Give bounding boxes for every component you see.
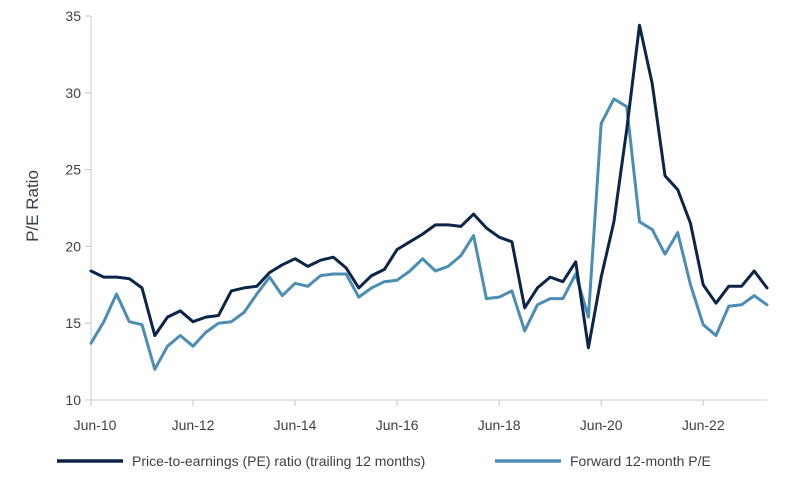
legend-label: Forward 12-month P/E [570,453,711,469]
series-line-trailing-pe [89,23,769,350]
x-tick-label: Jun-16 [376,417,419,433]
plot-series [89,23,769,371]
x-tick-label: Jun-22 [682,417,725,433]
x-tick-label: Jun-20 [580,417,623,433]
legend-label: Price-to-earnings (PE) ratio (trailing 1… [132,453,425,469]
y-tick-label: 30 [65,85,81,101]
x-tick-label: Jun-18 [478,417,521,433]
legend-item: Forward 12-month P/E [495,453,711,469]
y-tick-label: 10 [65,392,81,408]
y-tick-label: 35 [65,8,81,24]
y-axis-title: P/E Ratio [23,170,42,242]
x-axis: Jun-10 Jun-12 Jun-14 Jun-16 Jun-18 Jun-20 Jun-… [74,399,767,433]
x-tick-label: Jun-12 [172,417,215,433]
legend: Price-to-earnings (PE) ratio (trailing 1… [57,453,711,469]
y-tick-label: 15 [65,315,81,331]
y-axis: 10 15 20 25 30 35 [65,8,92,408]
y-tick-label: 25 [65,162,81,178]
legend-item: Price-to-earnings (PE) ratio (trailing 1… [57,453,425,469]
x-tick-label: Jun-14 [274,417,317,433]
series-line-forward-pe [89,97,769,371]
y-tick-label: 20 [65,238,81,254]
x-tick-label: Jun-10 [74,417,117,433]
